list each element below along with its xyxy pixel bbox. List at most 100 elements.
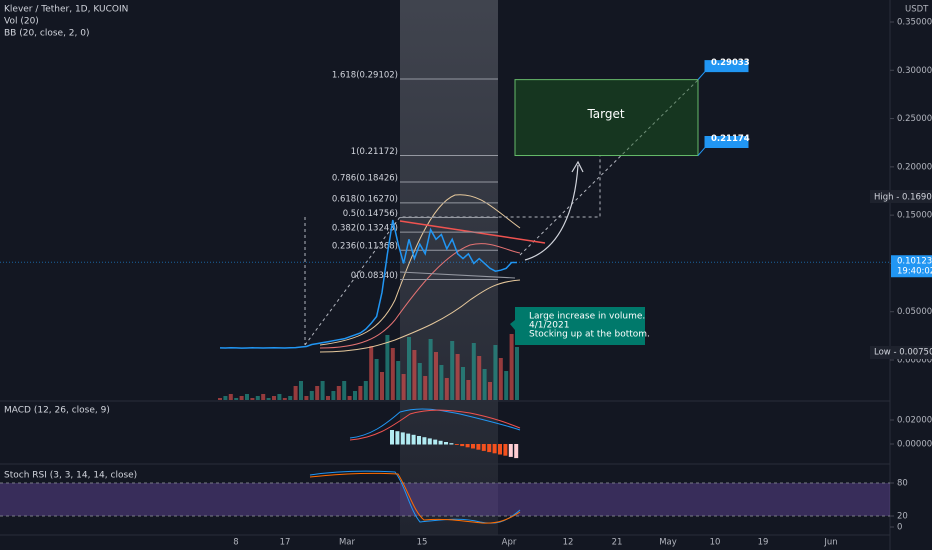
currency: USDT — [905, 5, 929, 15]
volume-bar — [342, 381, 347, 400]
fib-label: 0.382(0.13243) — [332, 224, 398, 234]
fib-label: 0.618(0.16270) — [332, 194, 398, 204]
annotation-box — [510, 307, 645, 345]
bb-lower — [319, 279, 521, 353]
volume-bar — [336, 386, 341, 400]
price-tag — [697, 136, 749, 156]
volume-bar — [417, 363, 422, 400]
histogram-bar — [487, 444, 492, 453]
fib-label: 0.5(0.14756) — [343, 209, 398, 219]
histogram-bar — [454, 444, 459, 445]
y-tick-label: 0.15000 — [897, 211, 932, 221]
volume-bar — [320, 381, 325, 400]
indicator-label: MACD (12, 26, close, 9) — [4, 406, 110, 416]
price-tag-label: 0.21174 — [711, 134, 750, 144]
volume-bar — [380, 372, 384, 400]
volume-bar — [396, 361, 401, 400]
rsi-band — [0, 483, 890, 516]
volume-bar — [288, 396, 293, 400]
target-box — [514, 79, 699, 157]
volume-bar — [218, 398, 222, 400]
fib-label: 0(0.08340) — [351, 271, 398, 281]
volume-bar — [234, 398, 239, 400]
volume-bar — [450, 341, 455, 400]
volume-bar — [315, 386, 320, 400]
bb-upper — [319, 194, 521, 346]
volume-bar — [401, 374, 406, 400]
volume-bar — [277, 394, 282, 400]
y-tick-label: 0.00000 — [897, 356, 932, 366]
volume-bar — [374, 359, 379, 400]
fib-label: 1.618(0.29102) — [332, 70, 398, 80]
volume-bar — [439, 365, 444, 400]
signal-line — [349, 409, 521, 441]
y-tick-label: 0.00000 — [897, 440, 932, 450]
y-tick-label: 0.30000 — [897, 66, 932, 76]
histogram-bar — [481, 444, 486, 451]
x-tick-label: 15 — [417, 538, 428, 548]
volume-bar — [493, 345, 498, 400]
volume — [218, 334, 519, 400]
annotation: Stocking up at the bottom. — [529, 330, 650, 340]
last-price-tag — [891, 255, 932, 278]
histogram-bar — [438, 440, 443, 445]
projection-dashes — [304, 155, 601, 346]
x-tick-label: 21 — [612, 538, 623, 548]
volume-bar — [347, 396, 352, 400]
histogram-bar — [427, 438, 432, 445]
histogram-bar — [395, 431, 400, 445]
volume-bar — [353, 391, 357, 400]
histogram-bar — [514, 444, 519, 459]
stoch-d — [309, 472, 521, 524]
volume-bar — [385, 335, 390, 400]
volume-bar — [282, 398, 287, 400]
symbol: Klever / Tether, 1D, KUCOIN — [4, 5, 128, 15]
price-tag — [697, 60, 749, 80]
volume-bar — [266, 398, 271, 400]
volume-bar — [515, 347, 519, 400]
volume-bar — [326, 396, 330, 400]
histogram-bar — [433, 439, 438, 445]
y-tick-label: 0.25000 — [897, 114, 932, 124]
macd-histogram — [390, 430, 519, 459]
histogram-bar — [411, 434, 416, 445]
x-tick-label: Apr — [502, 538, 517, 548]
volume-bar — [434, 352, 438, 400]
y-tick-label: 0.05000 — [897, 307, 932, 317]
low-label: Low - 0.00750 — [874, 348, 932, 358]
arrow-head — [571, 160, 584, 173]
x-tick-label: 17 — [280, 538, 291, 548]
histogram-bar — [503, 444, 508, 456]
x-tick-label: 19 — [758, 538, 769, 548]
y-tick-label: 0.20000 — [897, 162, 932, 172]
x-tick-label: 12 — [563, 538, 574, 548]
price-line — [219, 219, 517, 349]
y-tick-label: 20 — [897, 512, 908, 522]
x-tick-label: 10 — [710, 538, 721, 548]
volume-bar — [477, 356, 482, 400]
bb-basis — [319, 243, 521, 349]
histogram-bar — [465, 444, 470, 448]
volume-bar — [488, 382, 492, 400]
indicator-label: Stoch RSI (3, 3, 14, 14, close) — [4, 471, 137, 481]
volume-bar — [428, 339, 433, 400]
histogram-bar — [460, 444, 465, 447]
fib-label: 0.236(0.11368) — [332, 242, 398, 252]
macd-line — [349, 408, 521, 439]
histogram-bar — [471, 444, 475, 449]
volume-bar — [471, 343, 476, 400]
volume-bar — [309, 391, 314, 400]
volume-bar — [369, 346, 374, 400]
histogram-bar — [449, 443, 454, 445]
volume-bar — [455, 354, 460, 400]
volume-bar — [498, 358, 503, 400]
volume-bar — [228, 394, 233, 400]
volume-bar — [363, 381, 368, 400]
volume-bar — [390, 348, 395, 400]
price-tag-label: 0.29033 — [711, 58, 750, 68]
x-tick-label: Jun — [823, 538, 837, 548]
x-tick-label: 8 — [233, 538, 238, 548]
volume-bar — [250, 398, 255, 400]
annotation: Large increase in volume. — [529, 312, 645, 322]
